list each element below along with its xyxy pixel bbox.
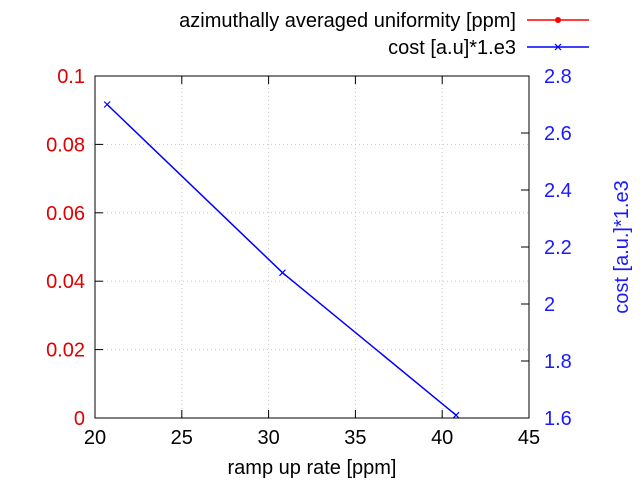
legend-marker-1 [555,17,561,23]
data-point-2 [279,269,286,277]
y-tick-label: 0.1 [57,66,85,88]
y-tick-label: 0.08 [46,134,85,156]
y2-tick-label: 2.8 [544,66,572,88]
x-axis-label: ramp up rate [ppm] [228,457,397,479]
y2-tick-label: 2.6 [544,123,572,145]
y2-tick-label: 1.6 [544,408,572,430]
y2-tick-label: 2.2 [544,237,572,259]
legend-marker-2 [554,43,562,51]
legend-label-1: azimuthally averaged uniformity [ppm] [179,10,516,32]
ticks: 20 25 30 35 40 45 0 0.02 0.04 0.06 0.08 0.1 1.6 1.8 2 2… [46,66,572,449]
data-point-2 [452,411,460,419]
x-tick-label: 45 [518,427,540,449]
y2-tick-label: 2 [544,294,555,316]
data-point-2 [103,101,111,108]
y2-tick-label: 2.4 [544,180,572,202]
legend-label-2: cost [a.u]*1.e3 [388,37,516,59]
x-tick-label: 20 [84,427,106,449]
y-tick-label: 0.04 [46,271,85,293]
x-tick-label: 40 [431,427,453,449]
legend: azimuthally averaged uniformity [ppm] cos… [179,10,589,59]
series-line-2 [106,103,457,416]
y-tick-label: 0.06 [46,203,85,225]
series-layer [103,101,460,419]
x-tick-label: 35 [344,427,366,449]
y2-tick-label: 1.8 [544,351,572,373]
plot-frame [94,75,530,419]
y-tick-label: 0 [74,408,85,430]
grid [95,76,529,418]
y2-axis-label: cost [a.u.]*1.e3 [611,180,633,313]
x-tick-label: 30 [257,427,279,449]
y-tick-label: 0.02 [46,340,85,362]
x-tick-label: 25 [171,427,193,449]
